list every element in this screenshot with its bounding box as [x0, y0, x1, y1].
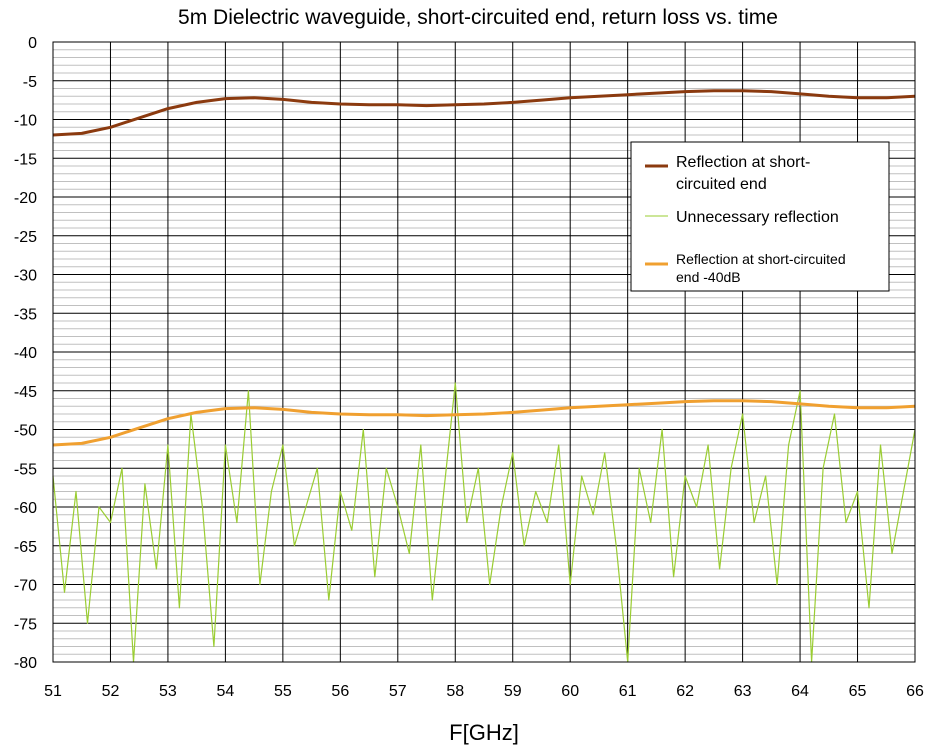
series-unnecessary-reflection [52, 382, 916, 663]
y-tick-label: -20 [14, 190, 37, 207]
y-tick-label: -40 [14, 345, 37, 362]
series-reflection-40db [52, 399, 916, 447]
x-tick-label: 61 [619, 683, 637, 700]
legend-label-unnecessary: Unnecessary reflection [676, 209, 839, 226]
x-tick-label: 62 [676, 683, 694, 700]
chart-title: 5m Dielectric waveguide, short-circuited… [178, 6, 778, 29]
x-tick-label: 60 [561, 683, 579, 700]
legend-label-reflection-40db-line1: Reflection at short-circuited [676, 251, 846, 267]
x-tick-label: 65 [849, 683, 867, 700]
y-tick-label: -75 [14, 616, 37, 633]
legend-label-reflection-line2: circuited end [676, 176, 767, 193]
y-tick-label: -65 [14, 539, 37, 556]
legend-label-reflection-line1: Reflection at short- [676, 154, 810, 171]
x-tick-label: 55 [274, 683, 292, 700]
y-axis-ticks: 0 -5 -10 -15 -20 -25 -30 -35 -40 -45 -50 -55 -60 -65 -… [14, 35, 37, 672]
x-tick-label: 63 [734, 683, 752, 700]
x-tick-label: 53 [159, 683, 177, 700]
x-axis-label: F[GHz] [449, 720, 519, 745]
y-tick-label: -45 [14, 384, 37, 401]
series-group [52, 89, 916, 663]
y-tick-label: -15 [14, 151, 37, 168]
y-tick-label: -25 [14, 229, 37, 246]
x-tick-label: 51 [44, 683, 62, 700]
x-tick-label: 52 [102, 683, 120, 700]
y-tick-label: -80 [14, 655, 37, 672]
x-tick-label: 57 [389, 683, 407, 700]
y-tick-label: -70 [14, 578, 37, 595]
y-tick-label: -10 [14, 113, 37, 130]
y-tick-label: -30 [14, 268, 37, 285]
y-tick-label: 0 [28, 35, 37, 52]
x-tick-label: 59 [504, 683, 522, 700]
x-axis-ticks: 51 52 53 54 55 56 57 58 59 60 61 62 63 64 65 66 [44, 683, 924, 700]
legend: Reflection at short- circuited end Unnec… [630, 141, 890, 292]
y-tick-label: -55 [14, 461, 37, 478]
series-reflection [52, 89, 916, 137]
y-tick-label: -50 [14, 423, 37, 440]
y-tick-label: -5 [23, 74, 37, 91]
x-tick-label: 56 [331, 683, 349, 700]
x-tick-label: 64 [791, 683, 809, 700]
plot-frame [52, 41, 916, 663]
y-tick-label: -60 [14, 500, 37, 517]
legend-label-reflection-40db-line2: end -40dB [676, 269, 741, 285]
legend-box [630, 141, 890, 292]
x-tick-label: 66 [906, 683, 924, 700]
x-tick-label: 58 [446, 683, 464, 700]
x-tick-label: 54 [217, 683, 235, 700]
y-tick-label: -35 [14, 306, 37, 323]
